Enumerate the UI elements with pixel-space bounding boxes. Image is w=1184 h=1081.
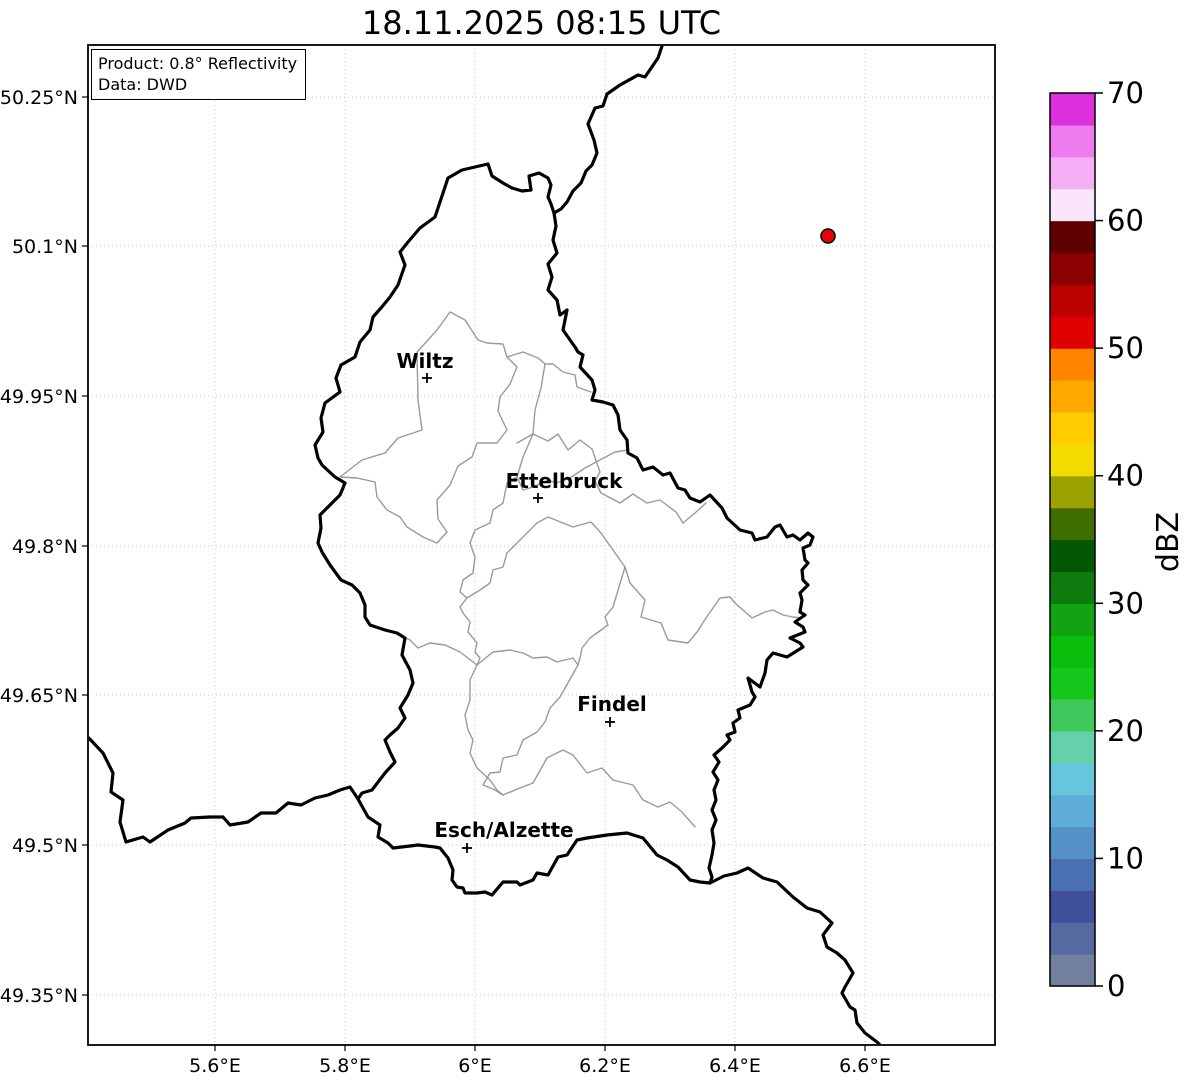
- colorbar-segment: [1050, 635, 1095, 668]
- x-axis-tick-label: 6.6°E: [839, 1055, 891, 1077]
- y-axis-tick-label: 49.95°N: [0, 386, 78, 408]
- colorbar-segment: [1050, 954, 1095, 987]
- plot-frame: [87, 44, 996, 1046]
- y-axis-tick-label: 50.1°N: [12, 236, 78, 258]
- colorbar-segment: [1050, 571, 1095, 604]
- city-wiltz: Wiltz: [397, 349, 454, 383]
- city-esch-alzette: Esch/Alzette: [434, 818, 574, 853]
- colorbar-segment: [1050, 603, 1095, 636]
- colorbar-segment: [1050, 858, 1095, 891]
- colorbar-segment: [1050, 507, 1095, 541]
- colorbar-segment: [1050, 443, 1095, 477]
- data-source-line: Data: DWD: [98, 75, 188, 94]
- colorbar-tick-label: 70: [1107, 76, 1144, 110]
- radar-observation-dot: [820, 228, 836, 244]
- colorbar-tick-label: 0: [1107, 969, 1125, 1003]
- x-axis-tick-label: 5.8°E: [319, 1055, 371, 1077]
- district-border: [459, 433, 534, 796]
- colorbar-segment: [1050, 762, 1095, 796]
- city-findel: Findel: [577, 692, 647, 727]
- city-label: Ettelbruck: [506, 469, 623, 493]
- colorbar-segment: [1050, 188, 1095, 222]
- colorbar-segment: [1050, 156, 1095, 190]
- x-axis-tick-label: 6.2°E: [579, 1055, 631, 1077]
- city-label: Findel: [577, 692, 647, 716]
- city-ettelbruck: Ettelbruck: [506, 469, 623, 503]
- observation-point-layer: [820, 228, 836, 244]
- axis-ticks-labels: 5.6°E 5.8°E 6°E 6.2°E 6.4°E 6.6°E 50.25°N 50.1°…: [0, 87, 891, 1077]
- colorbar-tick-label: 10: [1107, 841, 1144, 875]
- district-border: [516, 433, 707, 524]
- x-axis-tick-label: 6.4°E: [709, 1055, 761, 1077]
- map-borders: [89, 46, 882, 1044]
- district-border: [482, 566, 626, 796]
- colorbar-unit-label: dBZ: [1151, 512, 1184, 572]
- colorbar-segment: [1050, 667, 1095, 700]
- district-border: [516, 449, 629, 491]
- colorbar-segment: [1050, 411, 1095, 445]
- city-label: Esch/Alzette: [434, 818, 573, 842]
- grid-lines: [88, 45, 995, 1045]
- product-info-line: Product: 0.8° Reflectivity: [98, 54, 298, 73]
- district-border: [506, 351, 592, 393]
- country-border: [708, 866, 882, 1044]
- colorbar-segment: [1050, 316, 1095, 349]
- country-border: [89, 735, 360, 844]
- colorbar-segment: [1050, 539, 1095, 572]
- colorbar-segment: [1050, 922, 1095, 955]
- page-title: 18.11.2025 08:15 UTC: [361, 4, 722, 42]
- colorbar-tick-label: 20: [1107, 714, 1144, 748]
- colorbar-tick-label: 60: [1107, 204, 1144, 238]
- city-markers-layer: Wiltz Ettelbruck Findel Esch/Alzette: [397, 349, 647, 853]
- district-border: [339, 311, 518, 544]
- colorbar-segment: [1050, 380, 1095, 413]
- colorbar-segment: [1050, 890, 1095, 923]
- country-border: [552, 46, 664, 215]
- colorbar-segment: [1050, 220, 1095, 254]
- colorbar-segment: [1050, 475, 1095, 509]
- colorbar-tick-label: 50: [1107, 331, 1144, 365]
- city-label: Wiltz: [397, 349, 454, 373]
- colorbar-segment: [1050, 252, 1095, 285]
- x-axis-tick-label: 6°E: [458, 1055, 492, 1077]
- colorbar-tick-label: 30: [1107, 586, 1144, 620]
- district-border: [502, 749, 696, 828]
- colorbar-segment: [1050, 794, 1095, 828]
- colorbar-segment: [1050, 348, 1095, 381]
- colorbar-segment: [1050, 284, 1095, 317]
- colorbar-segment: [1050, 826, 1095, 860]
- country-border: [313, 162, 815, 897]
- district-border: [476, 649, 579, 666]
- y-axis-tick-label: 49.8°N: [12, 536, 78, 558]
- y-axis-tick-label: 49.35°N: [0, 985, 78, 1007]
- colorbar-segment: [1050, 93, 1095, 126]
- colorbar-segment: [1050, 698, 1095, 732]
- y-axis-tick-label: 49.65°N: [0, 685, 78, 707]
- colorbar-segment: [1050, 730, 1095, 764]
- district-border: [403, 636, 478, 666]
- product-info-box: Product: 0.8° Reflectivity Data: DWD: [91, 49, 307, 100]
- colorbar-tick-label: 40: [1107, 459, 1144, 493]
- colorbar-segment: [1050, 124, 1095, 158]
- colorbar-frame: [1049, 92, 1096, 987]
- y-axis-tick-label: 49.5°N: [12, 835, 78, 857]
- district-border: [532, 363, 546, 435]
- district-border: [466, 516, 802, 644]
- x-axis-tick-label: 5.6°E: [189, 1055, 241, 1077]
- colorbar: 0 10 20 30 40 50 60 70: [1049, 76, 1144, 1003]
- y-axis-tick-label: 50.25°N: [0, 87, 78, 109]
